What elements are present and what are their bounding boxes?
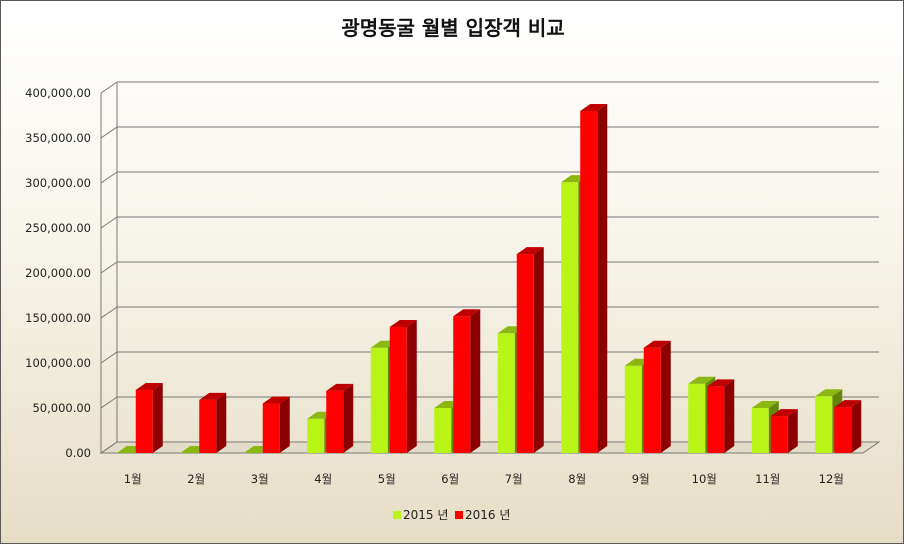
legend-label-1: 2015 년 xyxy=(403,508,448,522)
bar-series2-7 xyxy=(516,247,544,453)
bar-series2-11 xyxy=(770,409,798,453)
bar-series2-2 xyxy=(199,392,227,453)
bar-series2-9 xyxy=(643,340,671,453)
x-tick-label: 12월 xyxy=(819,472,844,486)
y-tick-label: 100,000.00 xyxy=(25,356,91,370)
y-tick-label: 50,000.00 xyxy=(32,401,91,415)
x-axis-ticks: 1월 2월 3월 4월 5월 6월 7월 8월 9월 10월 11월 12월 xyxy=(124,472,844,486)
bar-series2-6 xyxy=(453,309,481,453)
legend-swatch-1 xyxy=(393,511,401,519)
y-tick-label: 0.00 xyxy=(65,446,91,460)
chart-title: 광명동굴 월별 입장객 비교 xyxy=(341,16,564,40)
y-tick-label: 250,000.00 xyxy=(25,221,91,235)
bar-series2-3 xyxy=(262,396,290,453)
bar-series2-12 xyxy=(834,400,862,453)
x-tick-label: 9월 xyxy=(632,472,650,486)
y-tick-label: 400,000.00 xyxy=(25,86,91,100)
gridline-diagonal xyxy=(100,261,118,274)
y-tick-label: 150,000.00 xyxy=(25,311,91,325)
x-tick-label: 1월 xyxy=(124,472,142,486)
x-tick-label: 4월 xyxy=(314,472,332,486)
gridline-diagonal xyxy=(100,306,118,319)
bar-series2-4 xyxy=(326,383,354,453)
gridline-diagonal xyxy=(100,396,118,409)
gridline-diagonal xyxy=(100,126,118,139)
y-axis-ticks: 0.00 50,000.00 100,000.00 150,000.00 200,000… xyxy=(25,86,91,460)
gridline-diagonal xyxy=(100,351,118,364)
legend-label-2: 2016 년 xyxy=(465,508,510,522)
x-tick-label: 8월 xyxy=(568,472,586,486)
x-tick-label: 10월 xyxy=(692,472,717,486)
bar-series2-10 xyxy=(707,379,735,453)
y-tick-label: 200,000.00 xyxy=(25,266,91,280)
chart-floor xyxy=(99,441,881,454)
gridline-diagonal xyxy=(100,216,118,229)
y-tick-label: 300,000.00 xyxy=(25,176,91,190)
bar-series2-1 xyxy=(135,383,163,453)
bar-series2-8 xyxy=(580,104,608,453)
y-tick-label: 350,000.00 xyxy=(25,131,91,145)
gridline-diagonal xyxy=(100,81,118,94)
x-tick-label: 5월 xyxy=(378,472,396,486)
x-tick-label: 3월 xyxy=(251,472,269,486)
x-tick-label: 11월 xyxy=(755,472,780,486)
bar-series2-5 xyxy=(389,320,417,453)
x-tick-label: 7월 xyxy=(505,472,523,486)
x-tick-label: 2월 xyxy=(187,472,205,486)
x-tick-label: 6월 xyxy=(441,472,459,486)
legend-swatch-2 xyxy=(455,511,463,519)
legend: 2015 년 2016 년 xyxy=(393,508,510,522)
bars xyxy=(116,104,862,453)
gridline-diagonal xyxy=(100,171,118,184)
